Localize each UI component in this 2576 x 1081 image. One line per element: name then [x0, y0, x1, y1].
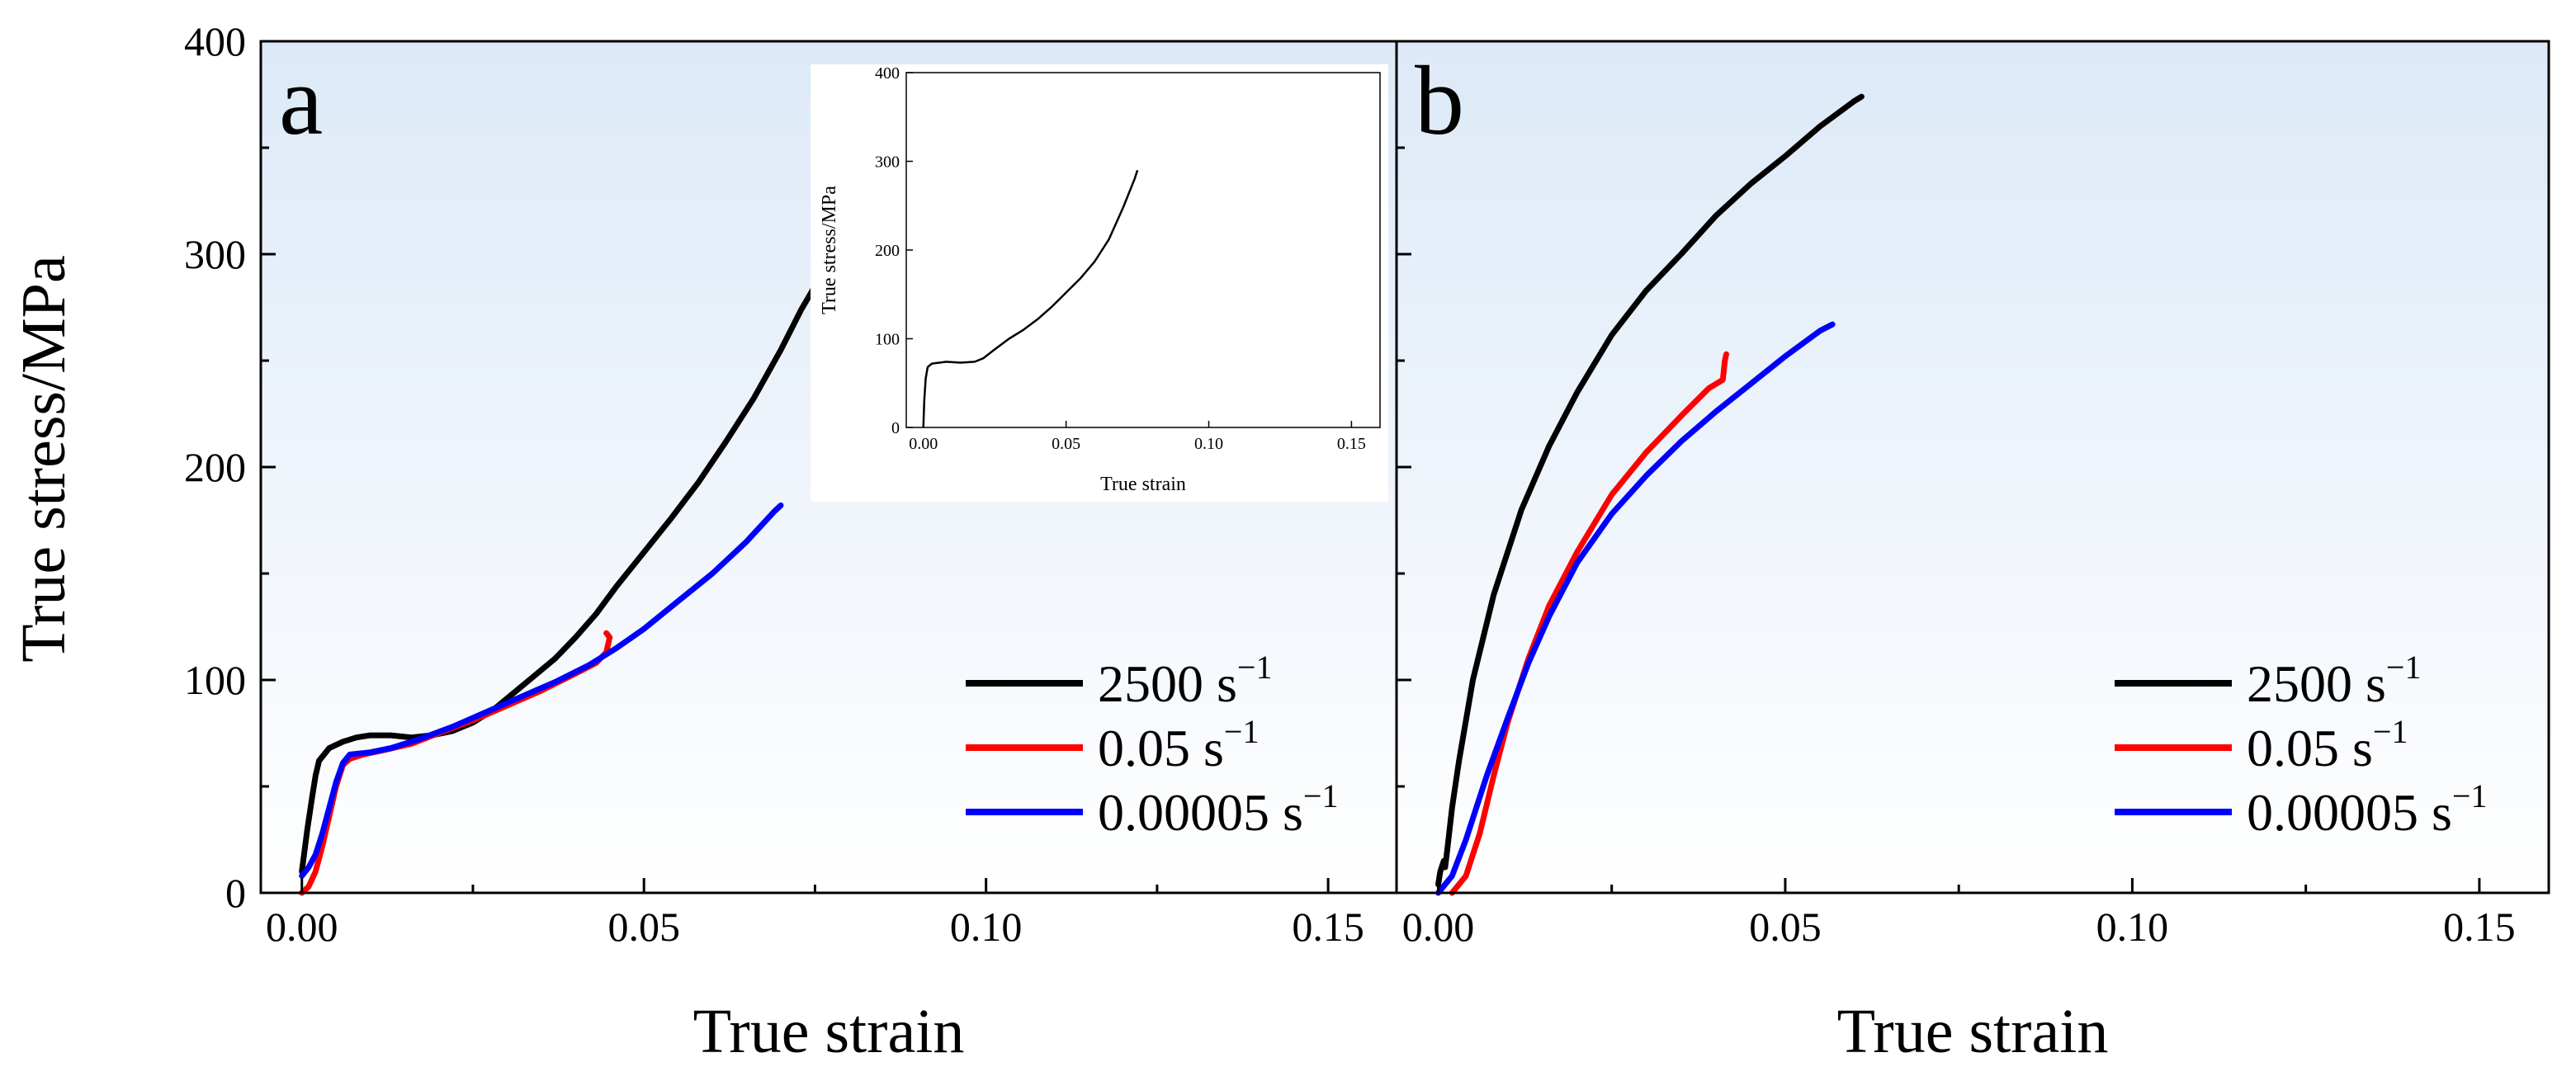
- inset-y-axis-label: True stress/MPa: [819, 186, 840, 314]
- x-axis-label: True strain: [693, 997, 965, 1066]
- inset-series-line: [922, 169, 1139, 428]
- x-tick-label: 0.05: [1749, 904, 1822, 950]
- x-tick-label: 0.10: [2096, 904, 2169, 950]
- y-tick-label: 0: [225, 870, 246, 916]
- x-tick-label: 0.00: [1402, 904, 1475, 950]
- x-axis-label: True strain: [1837, 997, 2109, 1066]
- legend-label: 0.05 s−1: [1098, 713, 1259, 777]
- legend-label: 0.00005 s−1: [1098, 777, 1338, 842]
- series-line-1: [1449, 351, 1729, 896]
- panel-a: 0.00 0.05 0.10 0.15 0 100 200 300 400 a True strai…: [9, 18, 1398, 1066]
- x-tick-label: 0.15: [2443, 904, 2516, 950]
- inset-y-tick-label: 300: [875, 153, 900, 172]
- panel-label: a: [279, 45, 323, 155]
- series-line-2: [299, 502, 784, 879]
- inset-y-tick-label: 100: [875, 331, 900, 349]
- y-tick-label: 300: [184, 231, 246, 277]
- inset-y-tick-label: 0: [891, 419, 900, 437]
- inset-x-axis-label: True strain: [1100, 474, 1186, 495]
- x-tick-label: 0.05: [607, 904, 680, 950]
- inset-chart: 0.00 0.05 0.10 0.15 0 100 200 300 400 True strain…: [811, 64, 1388, 502]
- panel-b: 0.00 0.05 0.10 0.15 b True strain 2500 s−10.05…: [1395, 40, 2550, 1066]
- y-tick-label: 100: [184, 657, 246, 703]
- inset-x-tick-label: 0.05: [1052, 435, 1080, 453]
- legend-label: 2500 s−1: [1098, 649, 1272, 713]
- legend: 2500 s−10.05 s−10.00005 s−1: [2115, 649, 2487, 842]
- x-tick-label: 0.10: [950, 904, 1023, 950]
- legend-label: 0.05 s−1: [2247, 713, 2408, 777]
- legend-label: 2500 s−1: [2247, 649, 2421, 713]
- panel-label: b: [1415, 45, 1464, 155]
- y-axis-label: True stress/MPa: [9, 255, 78, 662]
- inset-y-tick-label: 200: [875, 242, 900, 260]
- series-line-2: [1435, 321, 1836, 896]
- x-tick-label: 0.15: [1292, 904, 1364, 950]
- plot-background: [1397, 41, 2549, 893]
- inset-y-tick-label: 400: [875, 64, 900, 83]
- series-line-0: [1435, 93, 1865, 888]
- legend: 2500 s−10.05 s−10.00005 s−1: [966, 649, 1338, 842]
- inset-x-tick-label: 0.10: [1194, 435, 1223, 453]
- x-tick-label: 0.00: [266, 904, 338, 950]
- inset-x-tick-label: 0.00: [909, 435, 938, 453]
- y-tick-label: 400: [184, 18, 246, 64]
- legend-label: 0.00005 s−1: [2247, 777, 2487, 842]
- y-tick-label: 200: [184, 444, 246, 490]
- inset-x-tick-label: 0.15: [1337, 435, 1366, 453]
